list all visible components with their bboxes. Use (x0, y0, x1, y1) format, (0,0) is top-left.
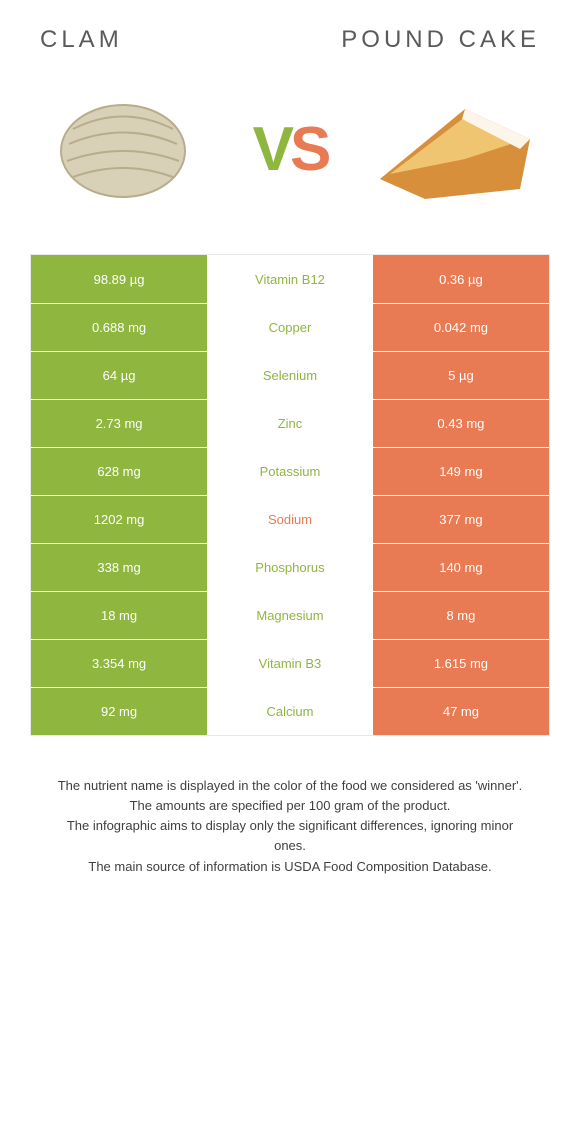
left-value: 0.688 mg (31, 304, 207, 351)
table-row: 64 µgSelenium5 µg (31, 351, 549, 399)
nutrient-name: Vitamin B12 (207, 255, 373, 303)
left-value: 18 mg (31, 592, 207, 639)
footnote-line: The infographic aims to display only the… (50, 816, 530, 856)
nutrient-name: Copper (207, 304, 373, 351)
nutrient-name: Selenium (207, 352, 373, 399)
table-row: 2.73 mgZinc0.43 mg (31, 399, 549, 447)
right-value: 5 µg (373, 352, 549, 399)
footnote-line: The nutrient name is displayed in the co… (50, 776, 530, 796)
footnote: The nutrient name is displayed in the co… (30, 736, 550, 877)
hero-row: V S (30, 64, 550, 254)
nutrient-name: Sodium (207, 496, 373, 543)
right-value: 1.615 mg (373, 640, 549, 687)
nutrient-name: Magnesium (207, 592, 373, 639)
table-row: 18 mgMagnesium8 mg (31, 591, 549, 639)
vs-label: V S (253, 114, 328, 185)
nutrient-name: Potassium (207, 448, 373, 495)
table-row: 338 mgPhosphorus140 mg (31, 543, 549, 591)
table-row: 98.89 µgVitamin B120.36 µg (31, 255, 549, 303)
right-value: 140 mg (373, 544, 549, 591)
nutrient-name: Calcium (207, 688, 373, 735)
clam-image (40, 84, 210, 214)
footnote-line: The main source of information is USDA F… (50, 857, 530, 877)
title-row: CLAM POUND CAKE (30, 0, 550, 64)
nutrient-name: Zinc (207, 400, 373, 447)
table-row: 0.688 mgCopper0.042 mg (31, 303, 549, 351)
right-value: 0.042 mg (373, 304, 549, 351)
right-value: 0.43 mg (373, 400, 549, 447)
nutrient-table: 98.89 µgVitamin B120.36 µg0.688 mgCopper… (30, 254, 550, 736)
table-row: 628 mgPotassium149 mg (31, 447, 549, 495)
left-value: 64 µg (31, 352, 207, 399)
right-value: 377 mg (373, 496, 549, 543)
left-value: 3.354 mg (31, 640, 207, 687)
right-value: 47 mg (373, 688, 549, 735)
nutrient-name: Vitamin B3 (207, 640, 373, 687)
vs-s: S (290, 114, 327, 185)
table-row: 1202 mgSodium377 mg (31, 495, 549, 543)
right-value: 149 mg (373, 448, 549, 495)
left-food-title: CLAM (40, 26, 123, 54)
right-food-title: POUND CAKE (341, 26, 540, 54)
left-value: 338 mg (31, 544, 207, 591)
nutrient-name: Phosphorus (207, 544, 373, 591)
vs-v: V (253, 114, 290, 185)
footnote-line: The amounts are specified per 100 gram o… (50, 796, 530, 816)
left-value: 1202 mg (31, 496, 207, 543)
right-value: 0.36 µg (373, 255, 549, 303)
table-row: 3.354 mgVitamin B31.615 mg (31, 639, 549, 687)
left-value: 628 mg (31, 448, 207, 495)
right-value: 8 mg (373, 592, 549, 639)
left-value: 2.73 mg (31, 400, 207, 447)
table-row: 92 mgCalcium47 mg (31, 687, 549, 735)
left-value: 98.89 µg (31, 255, 207, 303)
cake-image (370, 84, 540, 214)
left-value: 92 mg (31, 688, 207, 735)
